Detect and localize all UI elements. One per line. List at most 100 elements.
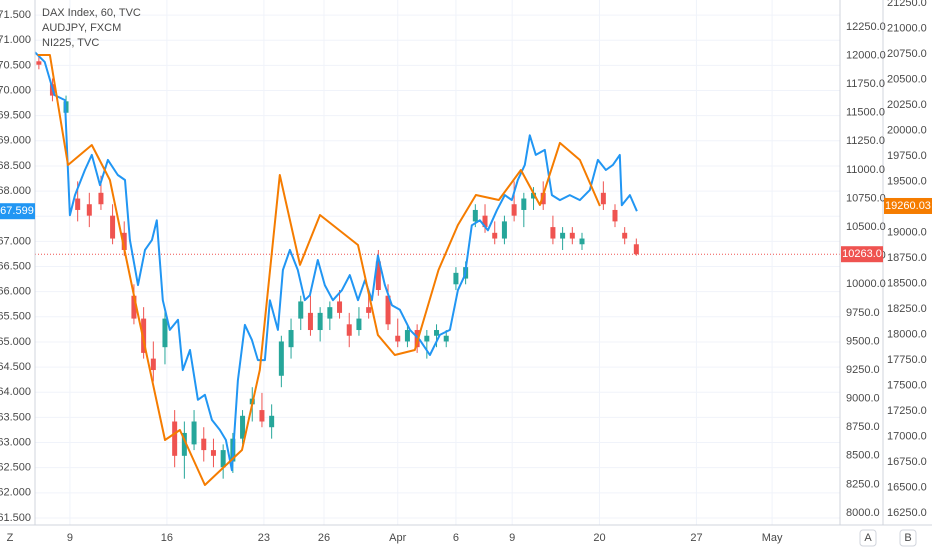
candle-body [131, 295, 137, 319]
y-tick-label: 66.500 [0, 260, 31, 272]
y-tick-label: 19000.0 [887, 226, 927, 238]
candle-body [288, 330, 294, 348]
y-tick-label: 11250.0 [846, 135, 885, 147]
y-tick-label: 65.500 [0, 311, 31, 323]
candle-body [622, 232, 628, 239]
candle-body [579, 238, 585, 245]
candle-body [540, 192, 546, 205]
candle-body [612, 209, 618, 222]
y-tick-label: 63.000 [0, 436, 31, 448]
candle-body [201, 438, 207, 451]
y-tick-label: 65.000 [0, 336, 31, 348]
y-tick-label: 10000.0 [846, 278, 886, 290]
candle-body [511, 204, 517, 216]
y-tick-label: 16750.0 [887, 456, 927, 468]
candle-body [278, 341, 284, 376]
y-tick-label: 18250.0 [887, 303, 927, 315]
y-tick-label: 10500.0 [846, 221, 886, 233]
y-tick-label: 10750.0 [846, 192, 886, 204]
y-tick-label: 11500.0 [846, 107, 885, 119]
candle-body [210, 450, 216, 456]
legend-item: NI225, TVC [42, 37, 99, 49]
legend-item: DAX Index, 60, TVC [42, 7, 141, 19]
control-frame [859, 529, 877, 547]
y-tick-label: 21000.0 [887, 22, 927, 34]
control-button[interactable]: B [904, 532, 911, 544]
candle-body [560, 232, 566, 239]
candle-body [472, 209, 478, 222]
y-tick-label: 69.500 [0, 110, 31, 122]
price-box [0, 203, 35, 220]
y-tick-label: 17250.0 [887, 405, 927, 417]
candle-body [424, 335, 430, 342]
y-tick-label: 68.000 [0, 185, 31, 197]
y-tick-label: 19750.0 [887, 150, 927, 162]
y-tick-label: 20750.0 [887, 48, 927, 60]
candle-body [443, 335, 449, 342]
candle-body [269, 415, 275, 428]
candle-body [98, 192, 104, 205]
candle-body [453, 272, 459, 285]
candle-body [492, 232, 498, 239]
y-tick-label: 69.000 [0, 135, 31, 147]
y-tick-label: 21250.0 [887, 0, 927, 9]
candle-body [298, 301, 304, 319]
price-label: 19260.03 [885, 200, 931, 212]
price-box [841, 246, 883, 263]
control-frame [899, 529, 917, 547]
y-tick-label: 64.000 [0, 386, 31, 398]
candle-body [482, 215, 488, 228]
control-button[interactable]: Z [7, 532, 14, 544]
control-button[interactable]: A [864, 532, 872, 544]
candle-body [531, 192, 537, 199]
y-tick-label: 17000.0 [887, 430, 927, 442]
y-tick-label: 17500.0 [887, 379, 927, 391]
x-tick-label: 16 [161, 532, 173, 544]
y-tick-label: 62.000 [0, 487, 31, 499]
candle-body [327, 307, 333, 319]
y-tick-label: 8500.0 [846, 450, 880, 462]
candle-body [150, 358, 156, 371]
price-box [884, 197, 932, 214]
candle-body [240, 415, 246, 439]
candle-body [162, 318, 168, 348]
price-label: 67.599 [0, 205, 34, 217]
candle-body [317, 312, 323, 331]
candle-body [259, 410, 265, 422]
candle-body [633, 244, 639, 255]
x-tick-label: 9 [509, 532, 515, 544]
candle-body [521, 198, 527, 210]
x-tick-label: 6 [453, 532, 459, 544]
y-tick-label: 8250.0 [846, 478, 880, 490]
candle-body [366, 307, 372, 313]
candle-body [569, 232, 575, 239]
candle-body [86, 204, 92, 216]
x-tick-label: 26 [318, 532, 330, 544]
y-tick-label: 63.500 [0, 411, 31, 423]
y-tick-label: 19500.0 [887, 175, 927, 187]
candle-body [385, 295, 391, 325]
y-tick-label: 8750.0 [846, 421, 880, 433]
y-tick-label: 18500.0 [887, 277, 927, 289]
candle-body [75, 198, 81, 210]
candle-body [337, 301, 343, 313]
y-tick-label: 71.500 [0, 9, 31, 21]
plot [34, 51, 840, 486]
x-tick-label: 20 [593, 532, 605, 544]
candle-body [307, 312, 313, 331]
y-tick-label: 18000.0 [887, 328, 927, 340]
y-tick-label: 70.000 [0, 84, 31, 96]
candle-body [121, 232, 127, 250]
y-tick-label: 61.500 [0, 512, 31, 524]
price-label: 10263.0 [842, 248, 882, 260]
candle-body [395, 335, 401, 342]
y-tick-label: 70.500 [0, 59, 31, 71]
y-tick-label: 9750.0 [846, 307, 880, 319]
candle-body [141, 318, 147, 353]
series-line [34, 51, 638, 472]
y-tick-label: 8000.0 [846, 507, 880, 519]
candle-body [600, 192, 606, 205]
y-tick-label: 16250.0 [887, 507, 927, 519]
